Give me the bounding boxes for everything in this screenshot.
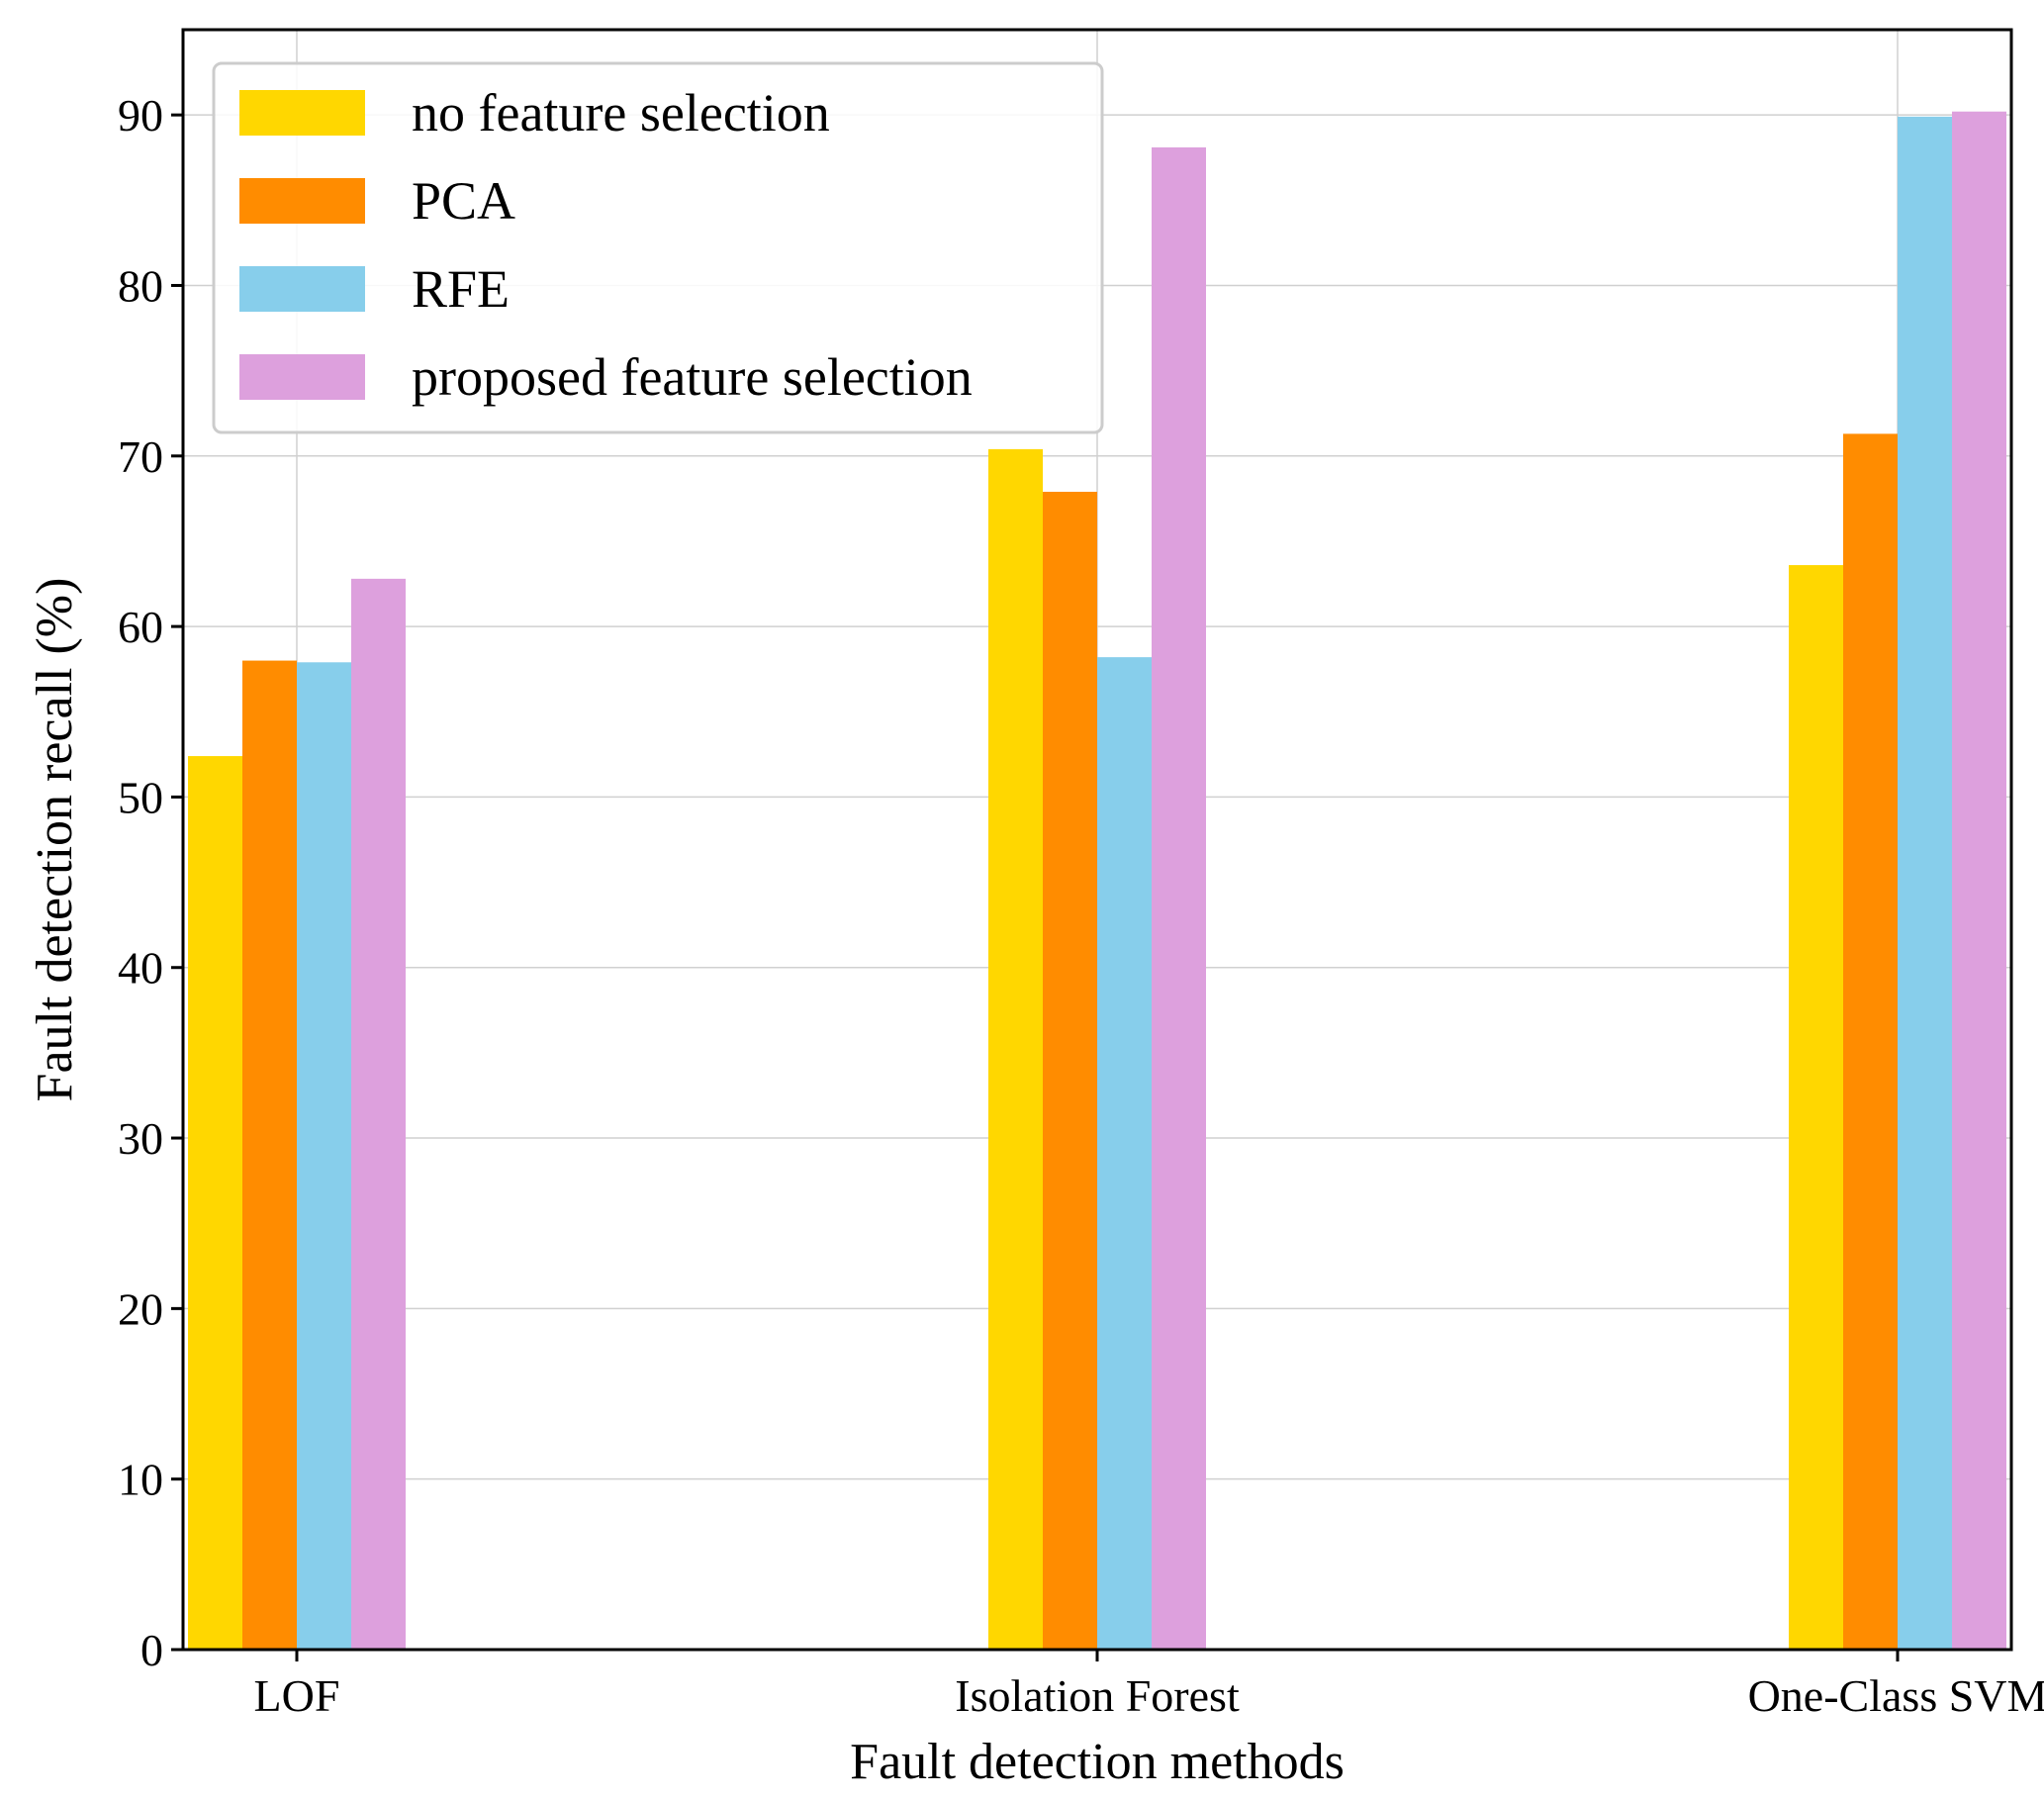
y-axis-ticks: 0 10 20 30 40 50 60 70 80 90 xyxy=(118,90,183,1675)
y-tick-label: 90 xyxy=(118,90,163,141)
legend-box xyxy=(212,61,1104,434)
bar-proposed-feature-selection-one-class-svm xyxy=(1952,111,2006,1651)
legend-label: no feature selection xyxy=(412,83,830,142)
y-tick-label: 40 xyxy=(118,943,163,994)
x-axis-title: Fault detection methods xyxy=(850,1734,1345,1790)
bars xyxy=(188,111,2006,1651)
y-tick-label: 30 xyxy=(118,1113,163,1164)
y-tick-label: 20 xyxy=(118,1283,163,1334)
y-axis-title: Fault detection recall (%) xyxy=(27,578,83,1102)
x-axis-ticks: LOF Isolation Forest One-Class SVM xyxy=(254,1650,2044,1721)
legend-swatch xyxy=(239,90,365,136)
bar-pca-one-class-svm xyxy=(1843,433,1898,1650)
legend: no feature selection PCA RFE proposed featu… xyxy=(212,61,1104,434)
x-tick-label: One-Class SVM xyxy=(1748,1670,2044,1721)
y-tick-label: 70 xyxy=(118,431,163,482)
legend-label: proposed feature selection xyxy=(412,347,973,407)
y-tick-label: 60 xyxy=(118,602,163,652)
bar-no-feature-selection-isolation-forest xyxy=(988,448,1043,1650)
bar-pca-lof xyxy=(242,660,297,1650)
legend-label: RFE xyxy=(412,259,510,319)
y-tick-label: 80 xyxy=(118,260,163,311)
bar-rfe-one-class-svm xyxy=(1898,116,1952,1650)
bar-no-feature-selection-one-class-svm xyxy=(1789,565,1843,1651)
legend-swatch xyxy=(239,354,365,400)
bar-proposed-feature-selection-lof xyxy=(351,578,406,1650)
legend-swatch xyxy=(239,178,365,224)
bar-rfe-isolation-forest xyxy=(1097,657,1152,1650)
legend-label: PCA xyxy=(412,171,515,231)
legend-swatch xyxy=(239,266,365,312)
y-tick-label: 10 xyxy=(118,1455,163,1505)
y-tick-label: 0 xyxy=(140,1625,163,1675)
bar-no-feature-selection-lof xyxy=(188,756,242,1650)
bar-proposed-feature-selection-isolation-forest xyxy=(1152,146,1206,1650)
bar-rfe-lof xyxy=(297,662,351,1650)
x-tick-label: Isolation Forest xyxy=(955,1670,1240,1721)
x-tick-label: LOF xyxy=(254,1670,340,1721)
bar-pca-isolation-forest xyxy=(1043,491,1097,1650)
y-tick-label: 50 xyxy=(118,772,163,822)
